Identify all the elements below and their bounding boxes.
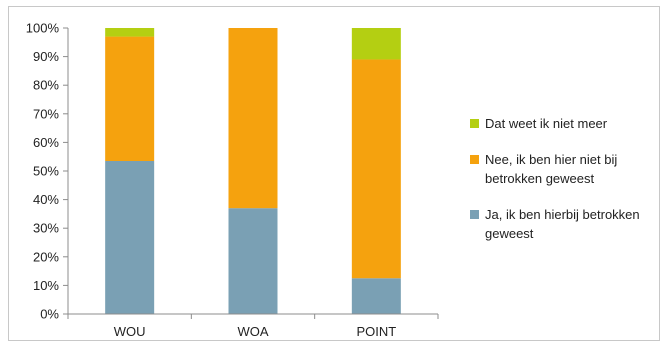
y-tick-label: 10% — [33, 278, 59, 293]
x-category-label: WOU — [114, 324, 146, 339]
bar-segment — [105, 28, 155, 37]
bars — [105, 28, 401, 314]
y-tick-label: 0% — [40, 307, 59, 322]
x-category-label: POINT — [356, 324, 396, 339]
y-axis: 0% 10% 20% 30% 40% 50% 60% 70% 80% 90% 100% — [26, 21, 69, 322]
y-tick-label: 50% — [33, 164, 59, 179]
bar-segment — [105, 160, 155, 314]
legend-label: Nee, ik ben hier niet bij betrokken gewe… — [485, 152, 618, 186]
legend-swatch — [470, 119, 479, 128]
legend-swatch — [470, 210, 479, 219]
legend-item: Ja, ik ben hierbij betrokken geweest — [470, 205, 660, 243]
y-tick-label: 80% — [33, 78, 59, 93]
x-category-label: WOA — [237, 324, 268, 339]
legend-swatch — [470, 155, 479, 164]
x-axis: WOU WOA POINT — [67, 313, 439, 339]
y-tick-label: 90% — [33, 49, 59, 64]
legend: Dat weet ik niet meer Nee, ik ben hier ni… — [470, 114, 660, 260]
bar-segment — [105, 36, 155, 161]
y-tick-label: 30% — [33, 221, 59, 236]
bar-segment — [351, 278, 401, 314]
bar-segment — [351, 28, 401, 60]
legend-label: Ja, ik ben hierbij betrokken geweest — [485, 207, 640, 241]
legend-label: Dat weet ik niet meer — [485, 116, 608, 131]
y-tick-label: 70% — [33, 106, 59, 121]
legend-item: Nee, ik ben hier niet bij betrokken gewe… — [470, 150, 660, 188]
y-tick-label: 40% — [33, 192, 59, 207]
bar-segment — [228, 28, 278, 209]
y-tick-label: 100% — [26, 21, 60, 36]
y-tick-label: 60% — [33, 135, 59, 150]
y-tick-label: 20% — [33, 249, 59, 264]
bar-segment — [228, 208, 278, 314]
bar-segment — [351, 59, 401, 279]
legend-item: Dat weet ik niet meer — [470, 114, 660, 133]
